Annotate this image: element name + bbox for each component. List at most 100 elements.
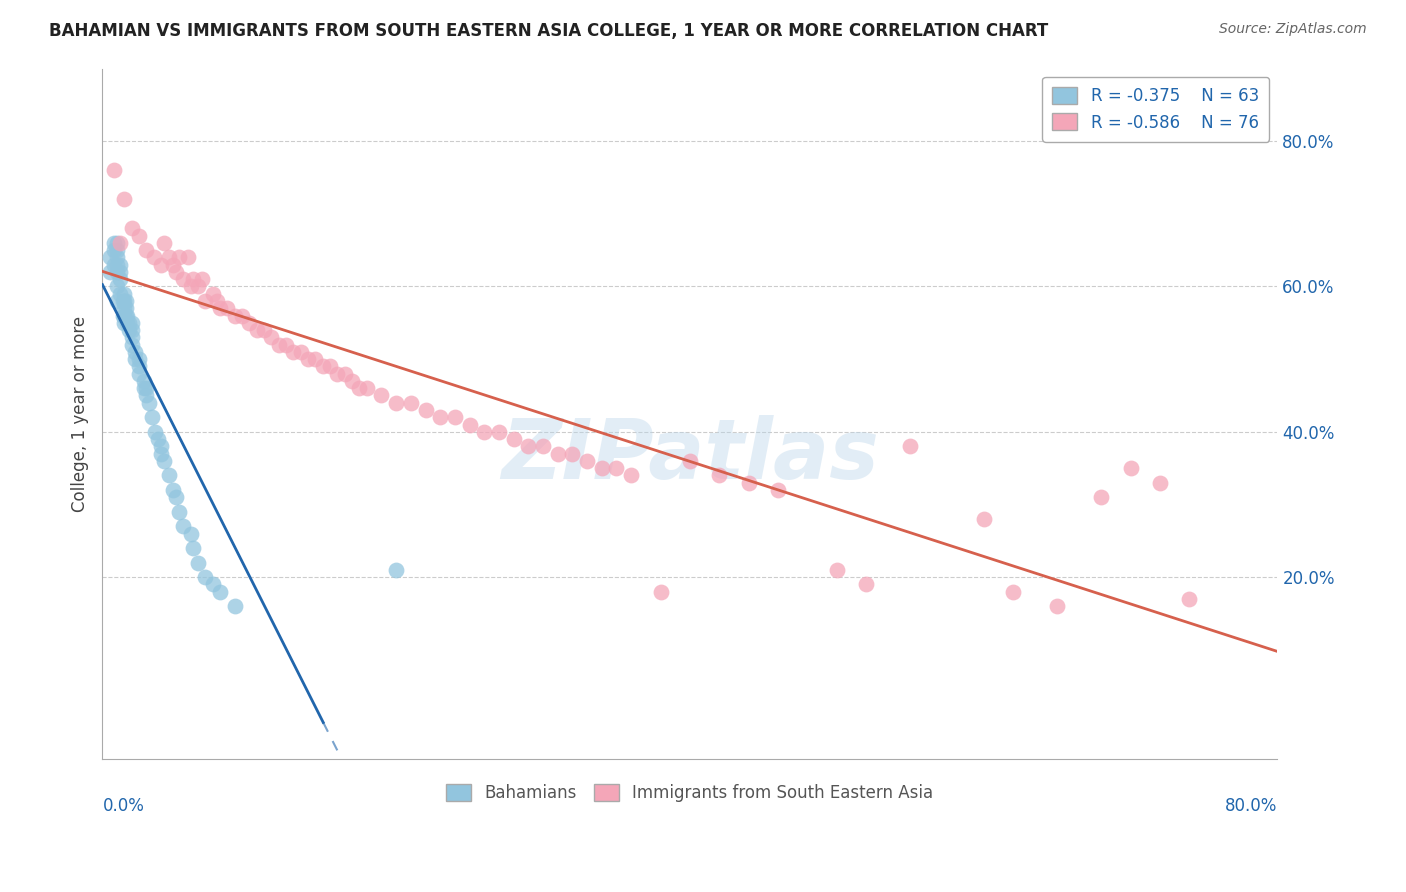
- Point: [253, 323, 276, 337]
- Point: [124, 352, 146, 367]
- Point: [183, 541, 205, 555]
- Point: [187, 279, 209, 293]
- Point: [180, 526, 202, 541]
- Point: [231, 309, 253, 323]
- Point: [370, 388, 392, 402]
- Point: [105, 235, 128, 250]
- Point: [153, 235, 176, 250]
- Legend: Bahamians, Immigrants from South Eastern Asia: Bahamians, Immigrants from South Eastern…: [440, 778, 941, 809]
- Point: [135, 388, 157, 402]
- Point: [121, 316, 143, 330]
- Point: [201, 577, 224, 591]
- Point: [108, 272, 131, 286]
- Y-axis label: College, 1 year or more: College, 1 year or more: [72, 316, 89, 512]
- Point: [157, 251, 180, 265]
- Point: [165, 265, 187, 279]
- Point: [531, 439, 554, 453]
- Point: [128, 352, 150, 367]
- Point: [132, 374, 155, 388]
- Point: [111, 309, 134, 323]
- Text: BAHAMIAN VS IMMIGRANTS FROM SOUTH EASTERN ASIA COLLEGE, 1 YEAR OR MORE CORRELATI: BAHAMIAN VS IMMIGRANTS FROM SOUTH EASTER…: [49, 22, 1049, 40]
- Point: [737, 475, 759, 490]
- Point: [1178, 591, 1201, 606]
- Point: [118, 323, 141, 337]
- Point: [105, 279, 128, 293]
- Point: [172, 272, 194, 286]
- Point: [148, 432, 170, 446]
- Point: [502, 432, 524, 446]
- Point: [176, 251, 198, 265]
- Point: [150, 439, 173, 453]
- Point: [194, 293, 217, 308]
- Point: [1002, 584, 1025, 599]
- Point: [143, 425, 166, 439]
- Point: [297, 352, 319, 367]
- Point: [356, 381, 378, 395]
- Point: [172, 519, 194, 533]
- Point: [162, 483, 184, 497]
- Point: [114, 192, 136, 206]
- Point: [766, 483, 789, 497]
- Point: [98, 251, 121, 265]
- Point: [121, 221, 143, 235]
- Point: [488, 425, 510, 439]
- Point: [117, 309, 139, 323]
- Point: [340, 374, 363, 388]
- Point: [180, 279, 202, 293]
- Point: [187, 556, 209, 570]
- Point: [150, 258, 173, 272]
- Point: [312, 359, 335, 374]
- Point: [157, 468, 180, 483]
- Point: [274, 337, 297, 351]
- Point: [458, 417, 481, 432]
- Point: [267, 337, 290, 351]
- Point: [191, 272, 214, 286]
- Text: 0.0%: 0.0%: [103, 797, 145, 814]
- Point: [162, 258, 184, 272]
- Point: [224, 599, 246, 614]
- Point: [114, 293, 136, 308]
- Point: [128, 228, 150, 243]
- Point: [98, 265, 121, 279]
- Point: [444, 410, 467, 425]
- Point: [183, 272, 205, 286]
- Point: [238, 316, 260, 330]
- Point: [898, 439, 921, 453]
- Point: [547, 447, 569, 461]
- Point: [105, 243, 128, 257]
- Point: [114, 286, 136, 301]
- Point: [128, 367, 150, 381]
- Point: [217, 301, 239, 316]
- Point: [1149, 475, 1171, 490]
- Point: [208, 301, 231, 316]
- Point: [114, 309, 136, 323]
- Point: [103, 243, 125, 257]
- Point: [1119, 461, 1142, 475]
- Point: [605, 461, 627, 475]
- Point: [108, 258, 131, 272]
- Point: [973, 512, 995, 526]
- Point: [121, 323, 143, 337]
- Point: [115, 309, 138, 323]
- Point: [517, 439, 540, 453]
- Point: [399, 396, 422, 410]
- Point: [591, 461, 613, 475]
- Point: [205, 293, 228, 308]
- Point: [111, 293, 134, 308]
- Point: [283, 344, 305, 359]
- Text: Source: ZipAtlas.com: Source: ZipAtlas.com: [1219, 22, 1367, 37]
- Point: [260, 330, 283, 344]
- Point: [115, 301, 138, 316]
- Point: [142, 251, 165, 265]
- Point: [108, 235, 131, 250]
- Point: [121, 330, 143, 344]
- Point: [128, 359, 150, 374]
- Point: [103, 258, 125, 272]
- Point: [105, 265, 128, 279]
- Point: [124, 344, 146, 359]
- Point: [429, 410, 451, 425]
- Point: [224, 309, 246, 323]
- Point: [150, 447, 173, 461]
- Point: [650, 584, 672, 599]
- Point: [201, 286, 224, 301]
